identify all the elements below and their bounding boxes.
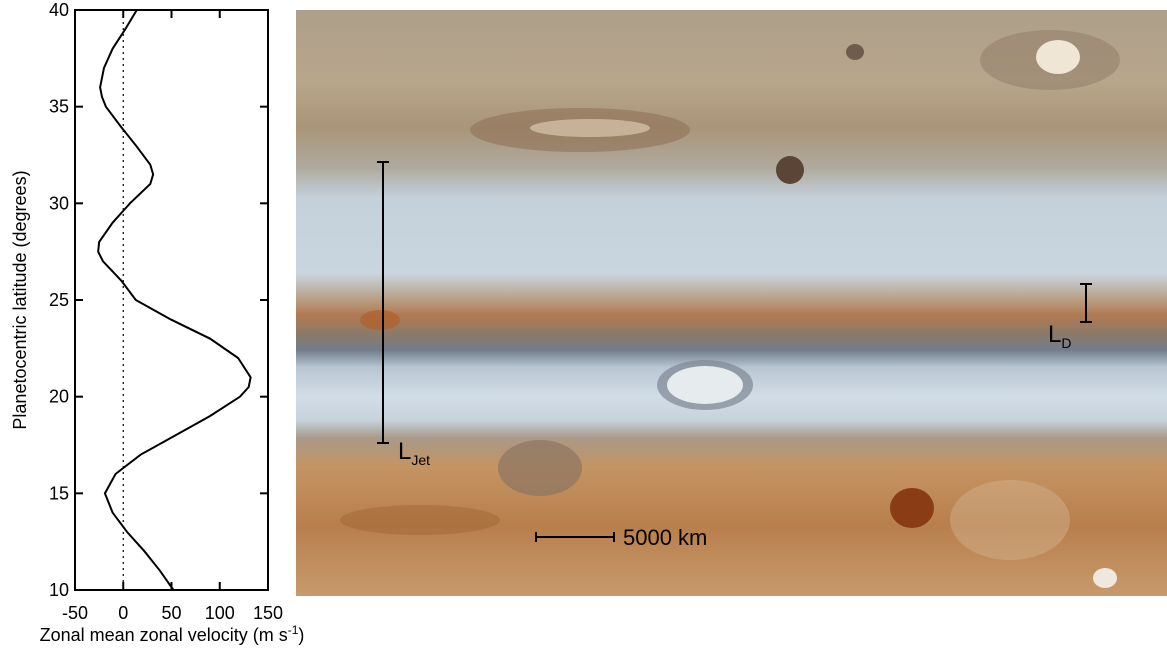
x-tick-label: 0 [118,603,128,623]
y-tick-label: 20 [49,387,69,407]
y-tick-label: 40 [49,0,69,20]
x-axis-label: Zonal mean zonal velocity (m s-1) [40,623,305,645]
x-label-text: Zonal mean zonal velocity (m s [40,625,288,645]
jupiter-image [296,10,1167,596]
x-tick-label: 50 [161,603,181,623]
jet-label-sub: Jet [411,452,430,468]
y-tick-label: 35 [49,97,69,117]
y-tick-label: 30 [49,193,69,213]
page: LJet LD 5000 km Planetocentric latitude … [0,0,1167,652]
deformation-label-sub: D [1061,335,1071,351]
deformation-label-main: L [1048,321,1061,348]
velocity-line [98,10,250,590]
x-label-end: ) [298,625,304,645]
jet-label-main: L [398,438,411,465]
y-tick-label: 25 [49,290,69,310]
x-label-superscript: -1 [288,623,299,637]
figure: LJet LD 5000 km Planetocentric latitude … [0,0,1167,652]
x-tick-label: 100 [205,603,235,623]
x-tick-label: -50 [62,603,88,623]
y-tick-label: 10 [49,580,69,600]
plot: -50 0 50 100 150 10 15 20 25 30 35 40 [49,0,283,623]
y-tick-label: 15 [49,483,69,503]
scale-bar-label: 5000 km [623,525,707,550]
plot-frame [75,10,268,590]
x-tick-label: 150 [253,603,283,623]
y-axis-label: Planetocentric latitude (degrees) [10,170,30,429]
